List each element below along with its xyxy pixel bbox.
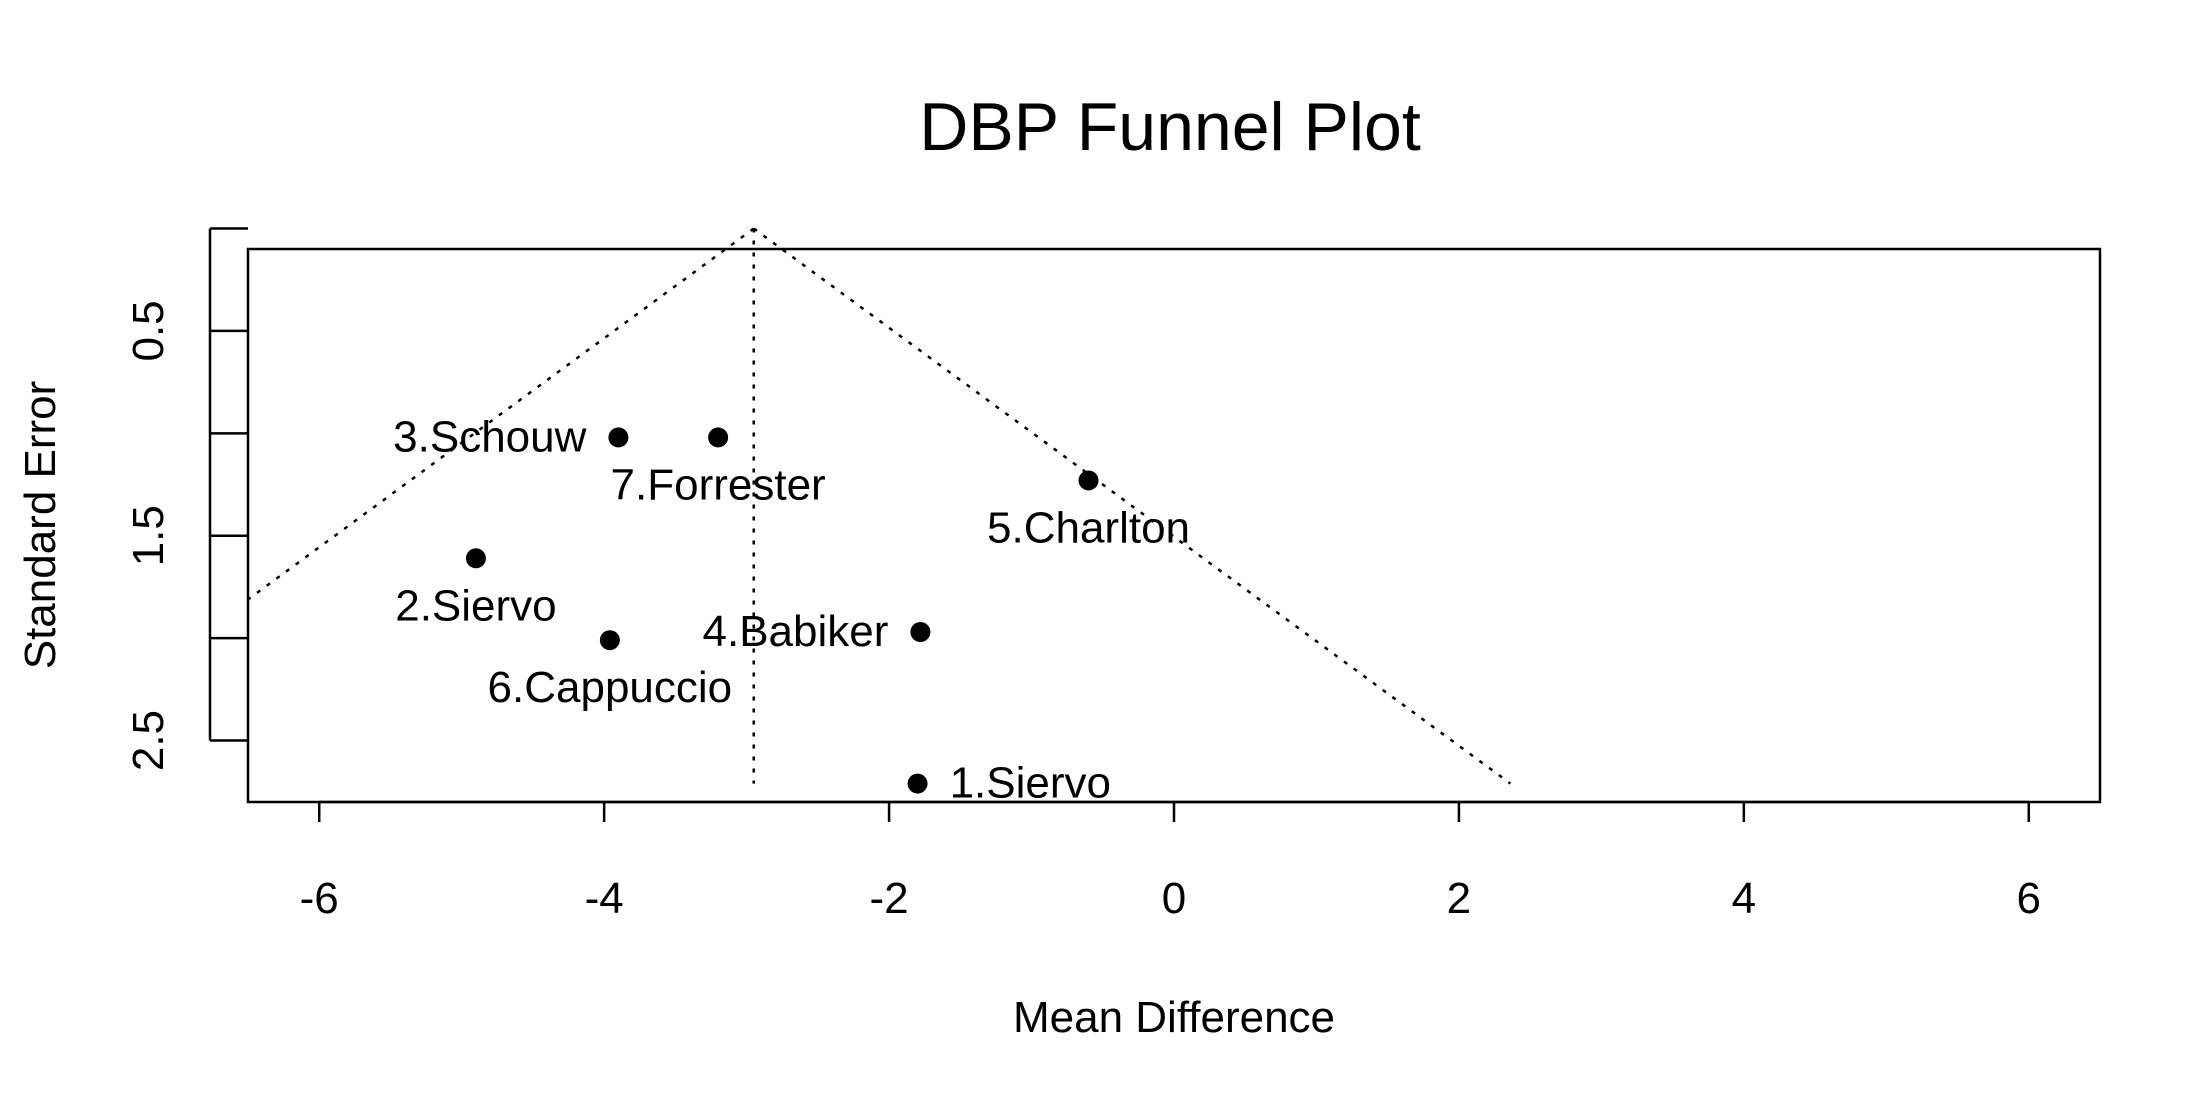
funnel-left-line [247,227,755,601]
data-point [910,622,931,643]
x-tick-label: -2 [870,874,909,923]
point-label: 4.Babiker [703,607,889,656]
y-tick-label: 2.5 [124,710,173,771]
x-tick-label: 0 [1162,874,1186,923]
chart-title: DBP Funnel Plot [919,89,1421,165]
funnel-right-line [752,227,1512,785]
x-axis: -6 -4 -2 0 2 4 6 [300,800,2041,923]
x-tick-label: -4 [585,874,624,923]
point-label: 1.Siervo [950,759,1111,808]
point-label: 3.Schouw [393,412,586,461]
point-label: 2.Siervo [395,581,556,630]
y-tick-label: 0.5 [124,300,173,361]
point-label: 7.Forrester [611,460,826,509]
funnel-lines [247,227,1512,785]
data-point [1078,470,1099,491]
data-point [599,630,620,651]
y-axis: 0.5 1.5 2.5 [124,227,248,771]
y-tick-label: 1.5 [124,505,173,566]
data-point [907,773,928,794]
point-label: 5.Charlton [987,503,1190,552]
x-tick-label: 6 [2017,874,2041,923]
y-axis-label: Standard Error [16,381,65,670]
point-labels: 1.Siervo 2.Siervo 3.Schouw 4.Babiker 5.Charl… [393,412,1190,807]
x-tick-label: 4 [1732,874,1756,923]
point-label: 6.Cappuccio [488,663,733,712]
data-point [465,548,486,569]
data-point [608,427,629,448]
data-point [708,427,729,448]
x-tick-label: 2 [1447,874,1471,923]
data-points [465,427,1099,794]
x-axis-label: Mean Difference [1013,993,1335,1042]
x-tick-label: -6 [300,874,339,923]
